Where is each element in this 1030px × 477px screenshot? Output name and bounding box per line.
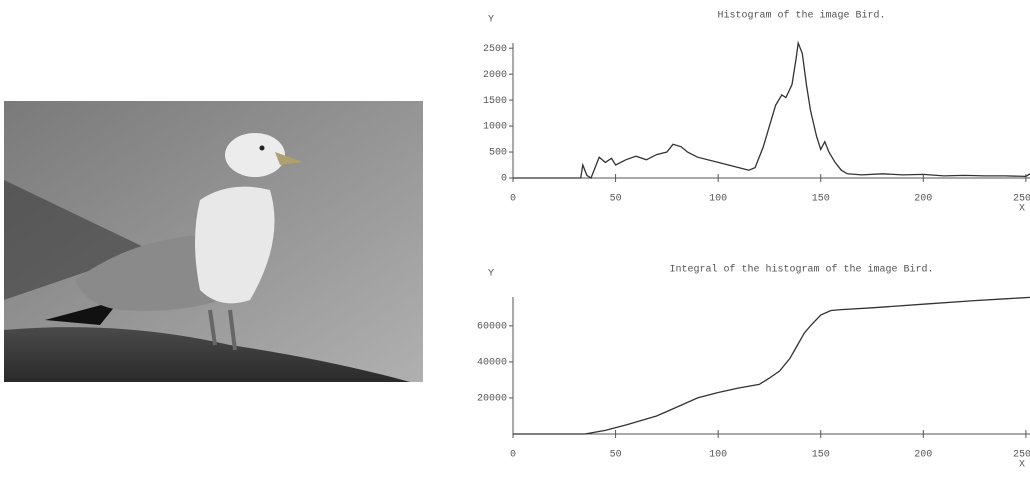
data-line <box>513 40 1030 179</box>
x-tick-label: 0 <box>510 194 516 205</box>
x-tick-label: 200 <box>914 194 932 205</box>
x-tick-label: 250 <box>1013 194 1030 205</box>
y-tick-label: 2000 <box>483 70 507 81</box>
y-tick-label: 0 <box>501 174 507 185</box>
chart-title: Integral of the histogram of the image B… <box>669 264 933 276</box>
y-axis-label: Y <box>488 269 494 280</box>
bird-photo <box>4 101 423 382</box>
x-tick-label: 150 <box>812 450 830 461</box>
y-tick-label: 20000 <box>477 394 507 405</box>
y-tick-label: 2500 <box>483 44 507 55</box>
x-tick-label: 100 <box>709 450 727 461</box>
y-axis-label: Y <box>488 15 494 26</box>
x-tick-label: 200 <box>914 450 932 461</box>
x-tick-label: 100 <box>709 194 727 205</box>
y-tick-label: 40000 <box>477 358 507 369</box>
y-tick-label: 1500 <box>483 96 507 107</box>
x-tick-label: 0 <box>510 450 516 461</box>
y-tick-label: 60000 <box>477 321 507 332</box>
x-axis-label: X <box>1019 460 1025 471</box>
x-axis-label: X <box>1019 204 1025 215</box>
y-tick-label: 500 <box>489 148 507 159</box>
x-tick-label: 50 <box>610 194 622 205</box>
data-line <box>513 296 1030 435</box>
y-tick-label: 1000 <box>483 122 507 133</box>
x-tick-label: 50 <box>610 450 622 461</box>
chart-title: Histogram of the image Bird. <box>717 10 885 22</box>
x-tick-label: 250 <box>1013 450 1030 461</box>
x-tick-label: 150 <box>812 194 830 205</box>
